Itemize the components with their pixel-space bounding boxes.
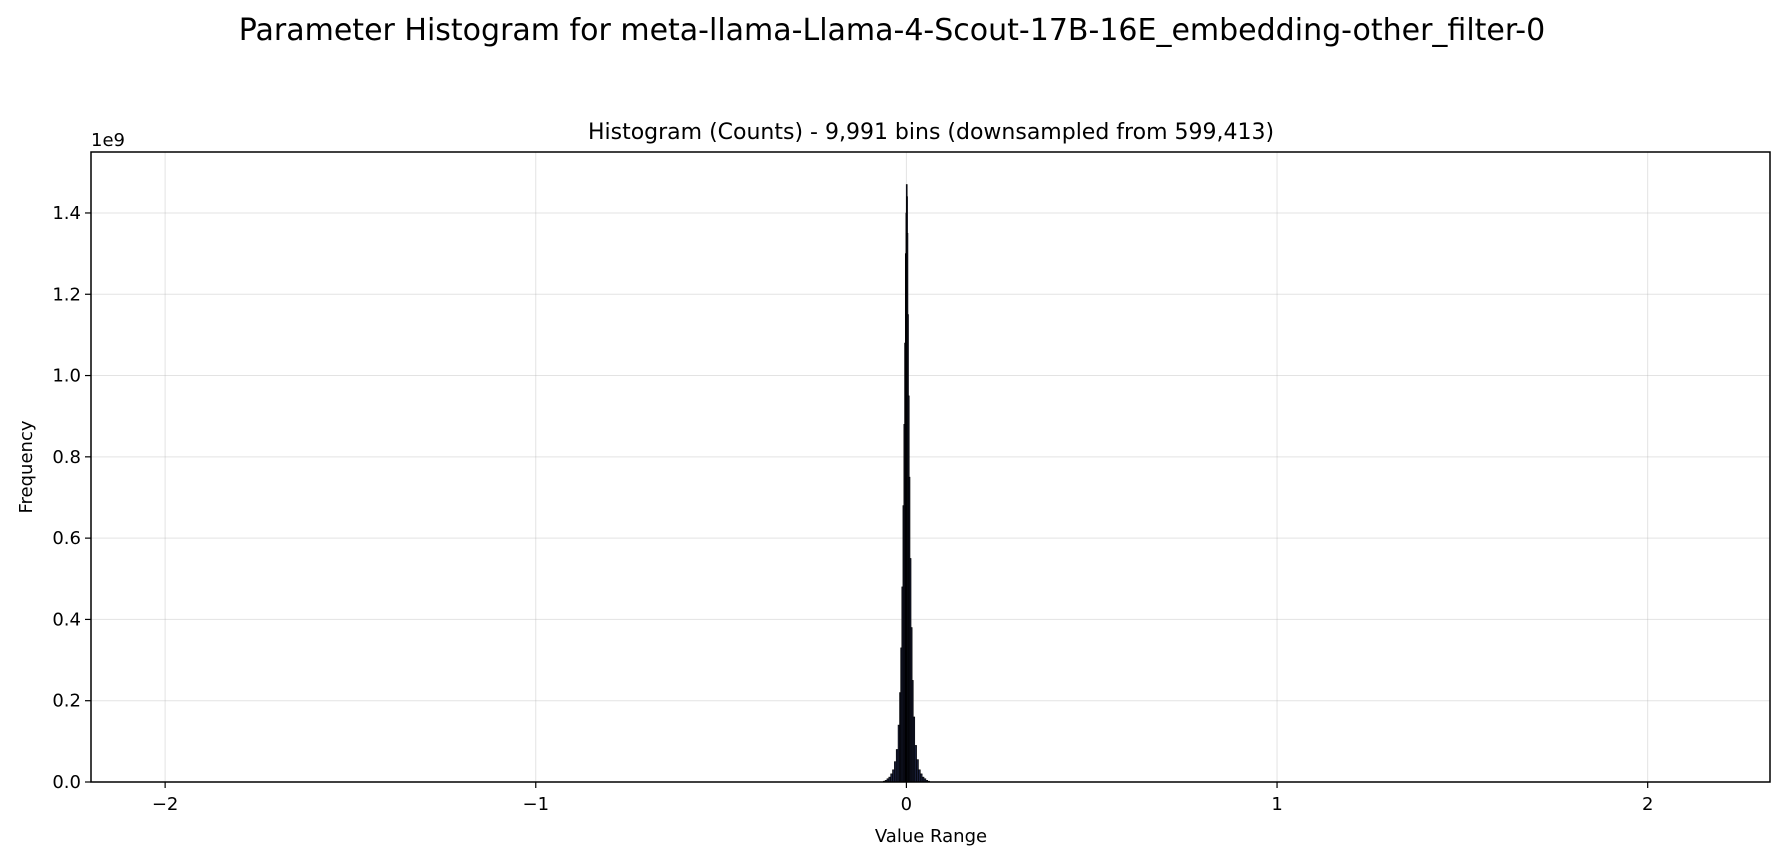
- y-tick-label: 0.0: [52, 772, 81, 793]
- axes-title: Histogram (Counts) - 9,991 bins (downsam…: [588, 120, 1274, 145]
- x-tick-label: 2: [1642, 794, 1653, 815]
- y-tick-label: 0.6: [52, 528, 81, 549]
- plot-area: [91, 152, 1770, 782]
- y-axis-offset-label: 1e9: [91, 130, 125, 151]
- y-tick-label: 0.4: [52, 609, 81, 630]
- y-tick-label: 0.2: [52, 691, 81, 712]
- figure-suptitle: Parameter Histogram for meta-llama-Llama…: [239, 13, 1545, 48]
- y-tick-label: 1.0: [52, 366, 81, 387]
- y-tick-label: 1.4: [52, 203, 81, 224]
- x-tick-label: 1: [1271, 794, 1282, 815]
- x-tick-label: 0: [901, 794, 912, 815]
- y-axis-ticks: 0.0 0.2 0.4 0.6 0.8 1.0 1.2 1.4: [52, 203, 91, 793]
- x-axis-ticks: −2 −1 0 1 2: [152, 782, 1653, 815]
- x-axis-label: Value Range: [875, 826, 987, 847]
- x-tick-label: −2: [152, 794, 179, 815]
- x-tick-label: −1: [522, 794, 549, 815]
- histogram-bars: [882, 184, 930, 783]
- y-tick-label: 1.2: [52, 284, 81, 305]
- y-tick-label: 0.8: [52, 447, 81, 468]
- y-axis-label: Frequency: [16, 420, 37, 513]
- plot-frame: [90, 151, 1771, 783]
